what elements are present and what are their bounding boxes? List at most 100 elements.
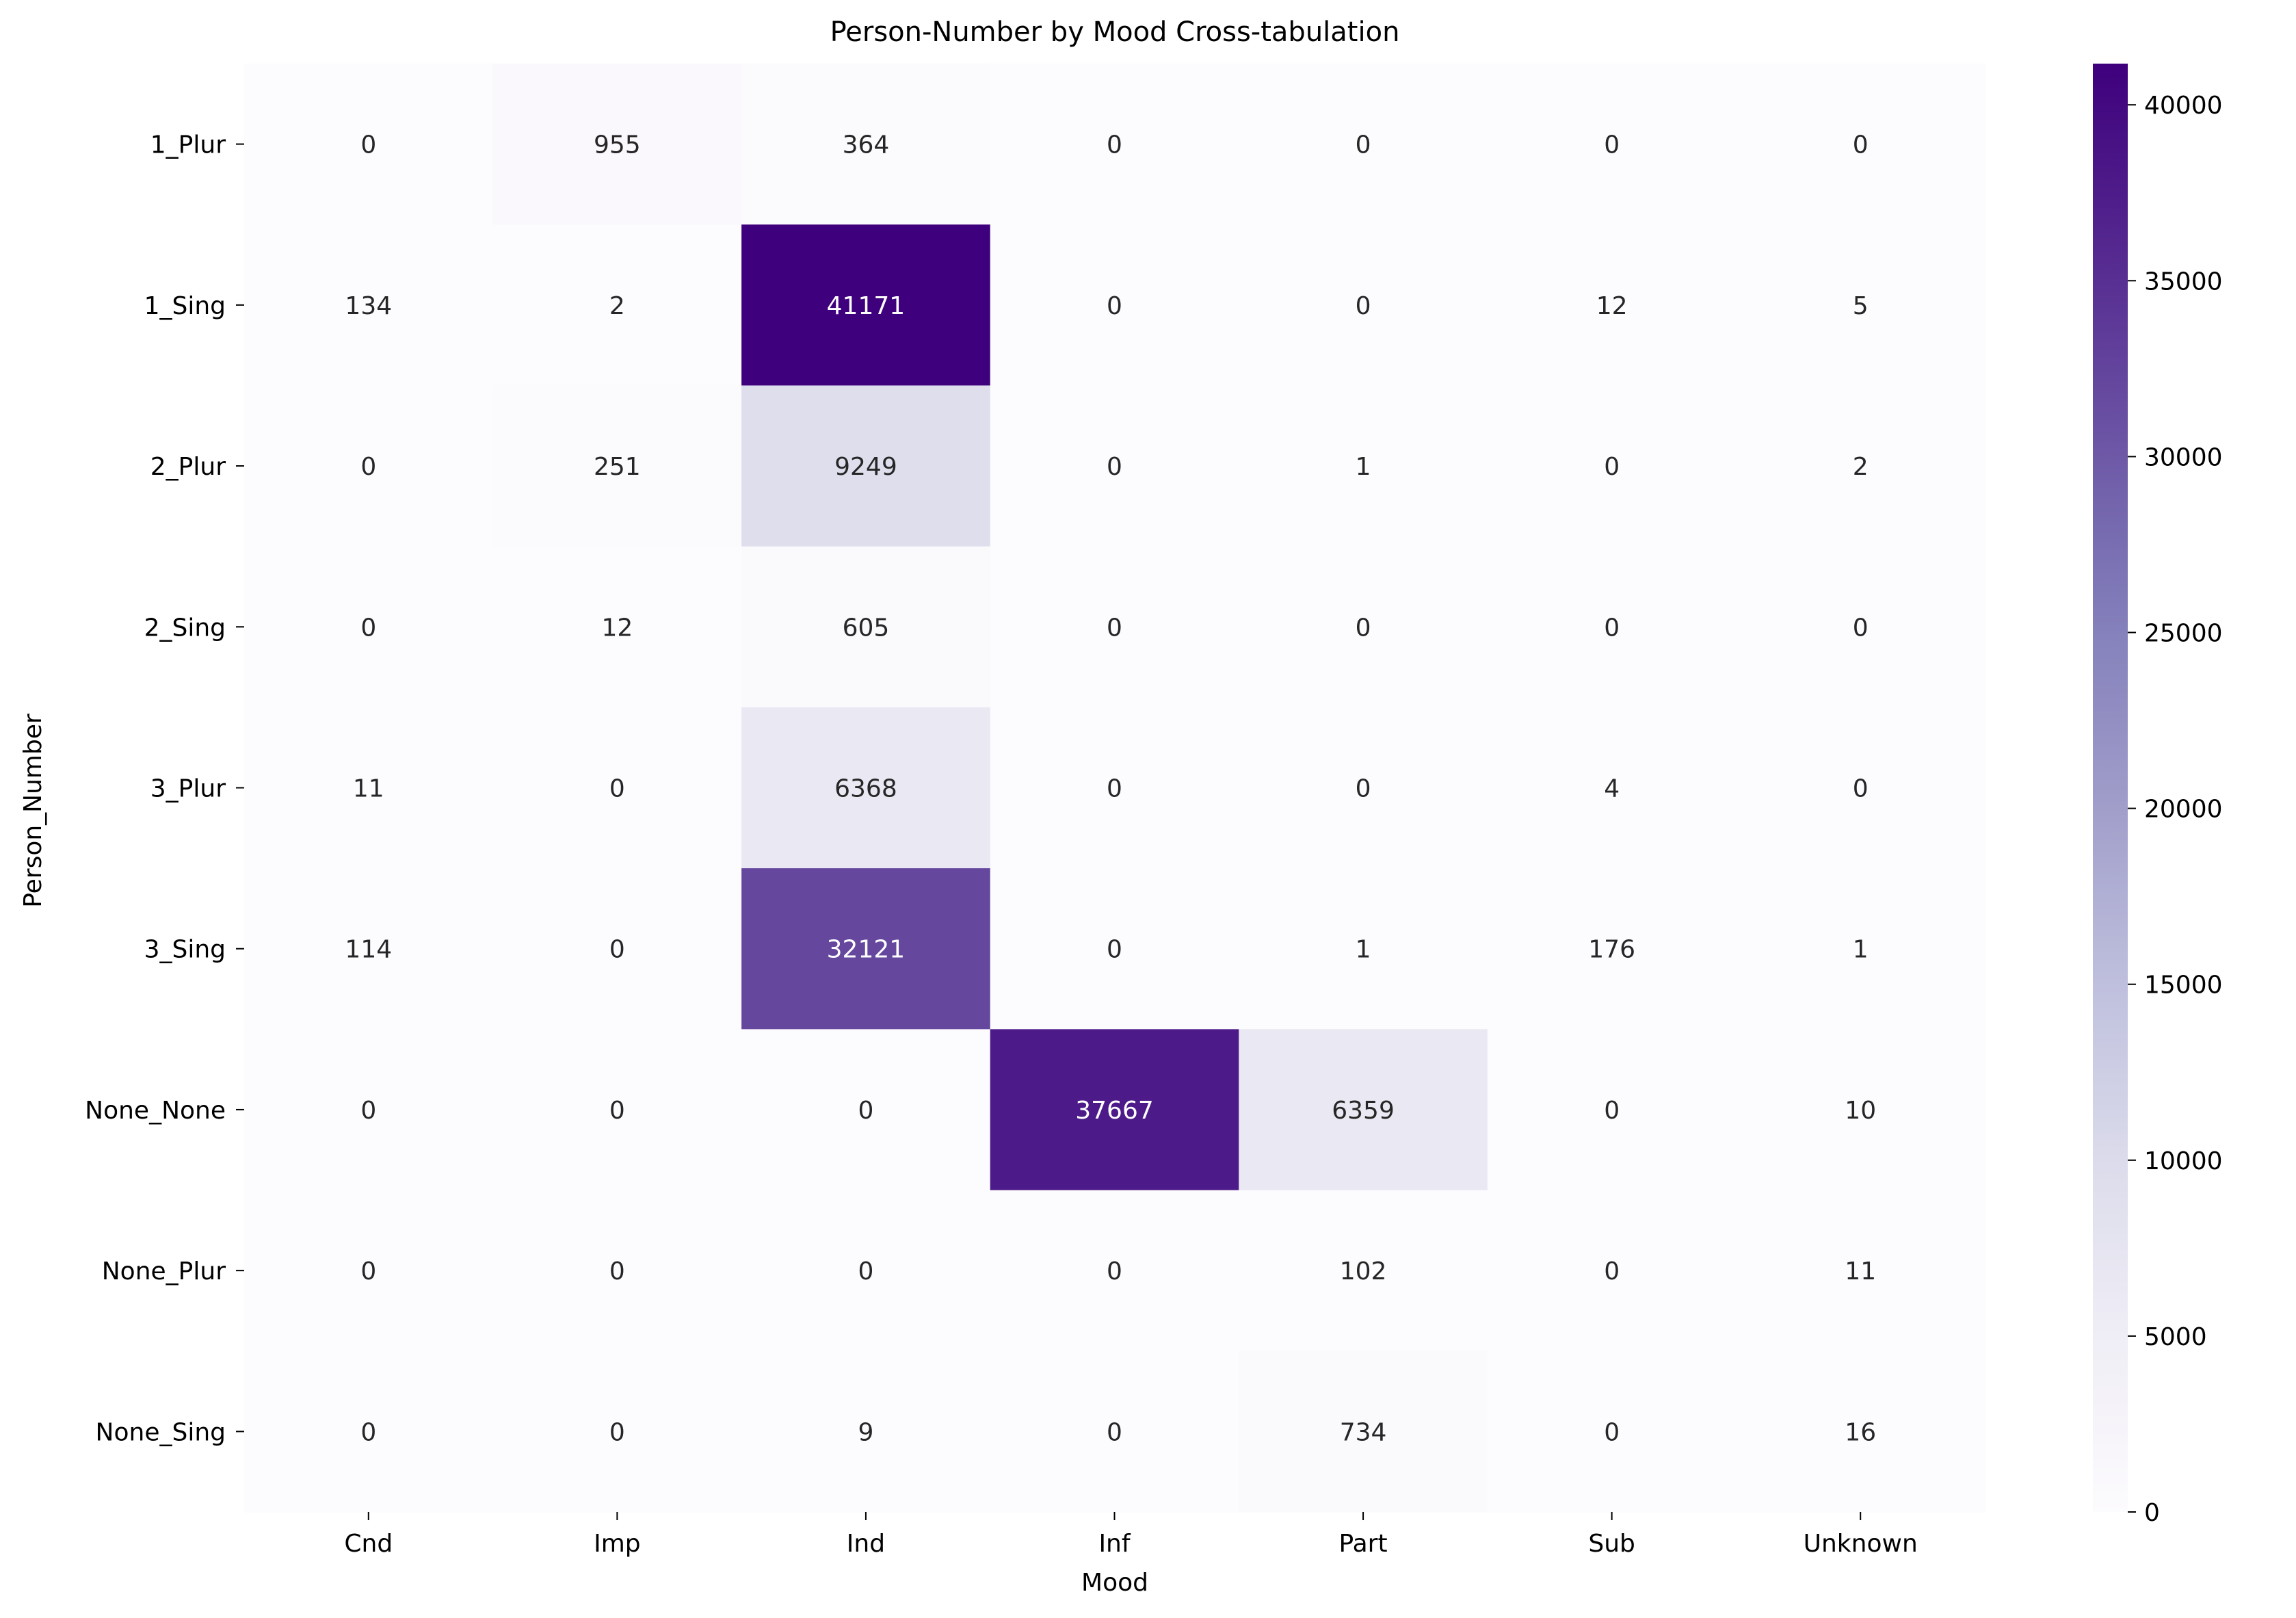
heatmap-cell bbox=[1239, 1190, 1488, 1352]
heatmap-cell bbox=[1736, 546, 1985, 708]
heatmap-cell bbox=[244, 224, 494, 387]
heatmap-cell bbox=[1736, 224, 1985, 387]
heatmap-cell bbox=[1487, 868, 1737, 1030]
heatmap-cell bbox=[1239, 385, 1488, 547]
heatmap-cell bbox=[1736, 868, 1985, 1030]
cell-value-label: 364 bbox=[843, 131, 890, 159]
cell-value-label: 0 bbox=[360, 453, 376, 481]
cell-value-label: 0 bbox=[1604, 453, 1620, 481]
cell-value-label: 9249 bbox=[834, 453, 897, 481]
heatmap-cell bbox=[990, 64, 1239, 225]
heatmap-cell bbox=[244, 385, 494, 547]
heatmap-cell bbox=[741, 868, 991, 1030]
cell-value-label: 251 bbox=[594, 453, 641, 481]
heatmap-cell bbox=[1239, 1350, 1488, 1513]
heatmap-cell bbox=[244, 707, 494, 869]
heatmap-cell bbox=[1487, 64, 1737, 225]
cell-value-label: 0 bbox=[858, 1097, 873, 1125]
heatmap-cell bbox=[492, 1190, 742, 1352]
cell-value-label: 32121 bbox=[827, 936, 906, 964]
cell-value-label: 2 bbox=[609, 292, 625, 320]
heatmap-cell bbox=[741, 1350, 991, 1513]
heatmap-cell bbox=[990, 1350, 1239, 1513]
y-tick-label: 2_Sing bbox=[144, 614, 226, 642]
heatmap-cell bbox=[1487, 1029, 1737, 1191]
heatmap-cell bbox=[244, 546, 494, 708]
cell-value-label: 2 bbox=[1853, 453, 1869, 481]
heatmap-cell bbox=[492, 385, 742, 547]
cell-value-label: 0 bbox=[609, 1418, 625, 1446]
heatmap-cell bbox=[741, 224, 991, 387]
cell-value-label: 1 bbox=[1853, 936, 1869, 964]
cell-value-label: 6368 bbox=[834, 775, 897, 803]
heatmap-cell bbox=[492, 707, 742, 869]
y-tick-label: None_Plur bbox=[102, 1257, 226, 1286]
cell-value-label: 0 bbox=[1107, 292, 1122, 320]
colorbar-tick-label: 25000 bbox=[2144, 620, 2223, 648]
heatmap-cell bbox=[1736, 1190, 1985, 1352]
colorbar-ticks: 0 5000 10000 15000 20000 25000 30000 35000 40000 bbox=[2128, 92, 2223, 1527]
cell-value-label: 0 bbox=[1107, 1418, 1122, 1446]
cell-value-label: 0 bbox=[1604, 1418, 1620, 1446]
heatmap-cell bbox=[1487, 546, 1737, 708]
heatmap-cell bbox=[244, 1029, 494, 1191]
cell-value-label: 11 bbox=[1845, 1257, 1876, 1286]
x-tick-label: Imp bbox=[594, 1530, 641, 1558]
y-tick-label: 3_Plur bbox=[150, 775, 226, 803]
colorbar-tick-label: 30000 bbox=[2144, 443, 2223, 471]
colorbar-tick-label: 0 bbox=[2144, 1499, 2160, 1527]
x-axis-ticks: Cnd Imp Ind Inf Part Sub Unknown bbox=[344, 1512, 1918, 1558]
x-tick-label: Ind bbox=[847, 1530, 885, 1558]
cell-value-label: 134 bbox=[345, 292, 392, 320]
heatmap-cell bbox=[244, 1350, 494, 1513]
cell-value-label: 0 bbox=[1356, 775, 1371, 803]
cell-value-label: 0 bbox=[360, 614, 376, 642]
cell-value-label: 12 bbox=[601, 614, 633, 642]
y-tick-label: 1_Sing bbox=[144, 292, 226, 320]
heatmap-cell bbox=[1239, 868, 1488, 1030]
cell-value-label: 102 bbox=[1340, 1257, 1387, 1286]
x-axis-label: Mood bbox=[1081, 1569, 1148, 1597]
cell-value-label: 0 bbox=[1853, 614, 1869, 642]
cell-value-label: 0 bbox=[360, 1097, 376, 1125]
chart-title: Person-Number by Mood Cross-tabulation bbox=[830, 16, 1400, 48]
cell-value-label: 11 bbox=[353, 775, 384, 803]
cell-value-label: 1 bbox=[1356, 453, 1371, 481]
cell-value-label: 0 bbox=[360, 1257, 376, 1286]
heatmap-cell bbox=[1487, 707, 1737, 869]
heatmap-cell bbox=[990, 224, 1239, 387]
colorbar-tick-label: 20000 bbox=[2144, 796, 2223, 824]
heatmap-cell bbox=[492, 64, 742, 225]
heatmap-cell bbox=[1736, 707, 1985, 869]
heatmap-cell bbox=[1239, 546, 1488, 708]
cell-value-label: 4 bbox=[1604, 775, 1620, 803]
heatmap-cell bbox=[990, 1029, 1239, 1191]
heatmap-cell bbox=[741, 64, 991, 225]
heatmap-cell bbox=[1239, 224, 1488, 387]
heatmap-cell bbox=[244, 64, 494, 225]
cell-value-label: 0 bbox=[1107, 936, 1122, 964]
cell-value-label: 9 bbox=[858, 1418, 873, 1446]
cell-value-label: 41171 bbox=[827, 292, 906, 320]
colorbar-tick-label: 35000 bbox=[2144, 268, 2223, 296]
cell-value-label: 176 bbox=[1588, 936, 1635, 964]
cell-value-label: 0 bbox=[1107, 1257, 1122, 1286]
cell-value-label: 0 bbox=[1107, 131, 1122, 159]
heatmap-cell bbox=[492, 546, 742, 708]
cell-value-label: 0 bbox=[1604, 1257, 1620, 1286]
cell-value-label: 0 bbox=[1356, 131, 1371, 159]
cell-value-label: 0 bbox=[360, 131, 376, 159]
heatmap-cell bbox=[1487, 224, 1737, 387]
cell-value-label: 37667 bbox=[1075, 1097, 1154, 1125]
heatmap-cell bbox=[492, 1029, 742, 1191]
cell-value-label: 5 bbox=[1853, 292, 1869, 320]
heatmap-cell bbox=[1239, 64, 1488, 225]
heatmap-cell bbox=[1487, 385, 1737, 547]
colorbar-tick-label: 5000 bbox=[2144, 1323, 2207, 1351]
cell-value-label: 0 bbox=[609, 775, 625, 803]
heatmap-cell bbox=[1487, 1350, 1737, 1513]
heatmap-cell bbox=[1239, 1029, 1488, 1191]
colorbar-tick-label: 15000 bbox=[2144, 971, 2223, 1000]
heatmap-cell bbox=[741, 1029, 991, 1191]
